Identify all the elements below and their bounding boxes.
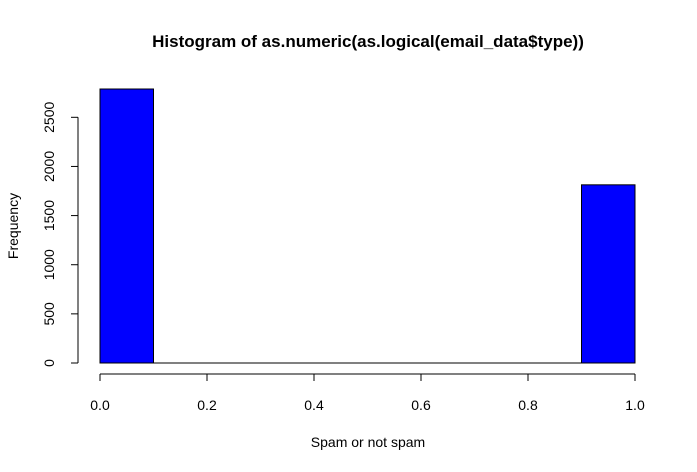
histogram-bar	[99, 88, 154, 364]
x-axis: 0.0 0.2 0.4 0.6 0.8 1.0	[90, 373, 645, 413]
x-tick-label: 0.6	[411, 397, 431, 413]
y-axis: 0 500 1000 1500 2000 2500	[41, 102, 79, 367]
y-tick-label: 0	[41, 359, 57, 367]
y-tick-label: 2000	[41, 151, 57, 182]
x-tick-label: 0.2	[197, 397, 217, 413]
y-tick-label: 500	[41, 302, 57, 326]
bars-group	[99, 88, 636, 364]
x-tick-label: 0.0	[90, 397, 110, 413]
x-tick-label: 0.8	[518, 397, 538, 413]
y-tick-label: 1500	[41, 200, 57, 231]
x-tick-label: 1.0	[625, 397, 645, 413]
y-tick-label: 2500	[41, 102, 57, 133]
x-axis-label: Spam or not spam	[311, 434, 425, 450]
histogram-bar	[581, 184, 636, 364]
y-tick-label: 1000	[41, 249, 57, 280]
x-tick-label: 0.4	[304, 397, 324, 413]
y-axis-label: Frequency	[5, 193, 21, 259]
chart-title: Histogram of as.numeric(as.logical(email…	[152, 32, 584, 51]
